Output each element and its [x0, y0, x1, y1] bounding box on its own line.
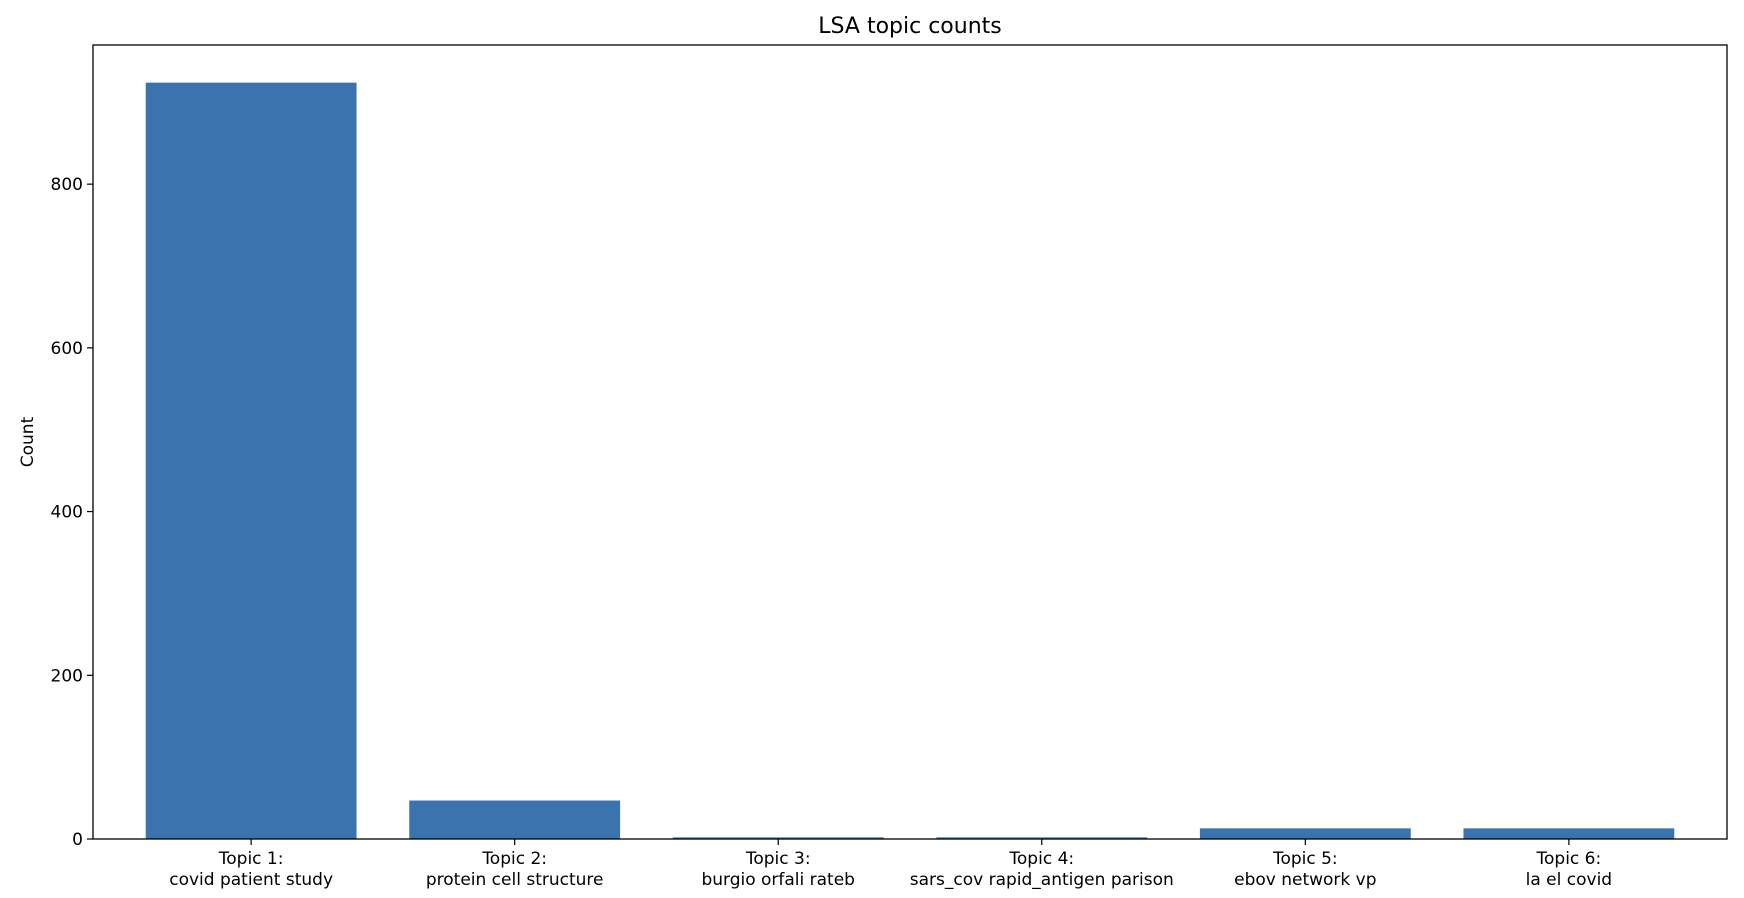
- bar-topic-5: [1199, 828, 1411, 839]
- x-tick-label-topic-3: Topic 3: burgio orfali rateb: [701, 849, 855, 890]
- x-tick-label-number: Topic 6:: [1536, 849, 1602, 869]
- x-tick-label-number: Topic 3:: [745, 849, 811, 869]
- y-tick-label: 0: [72, 830, 83, 850]
- x-tick-label-keywords: la el covid: [1526, 870, 1612, 890]
- x-tick-label-keywords: sars_cov rapid_antigen parison: [910, 870, 1174, 890]
- chart-title: LSA topic counts: [818, 14, 1001, 39]
- x-tick-label-keywords: burgio orfali rateb: [701, 870, 855, 890]
- x-axis-ticks: Topic 1: covid patient study Topic 2: prote…: [169, 839, 1612, 890]
- x-tick-label-keywords: protein cell structure: [426, 870, 604, 890]
- x-tick-label-number: Topic 4:: [1008, 849, 1074, 869]
- y-tick-label: 200: [51, 666, 83, 686]
- y-tick-label: 800: [51, 175, 83, 195]
- plot-frame: [92, 44, 1728, 840]
- bars-group: [145, 82, 1675, 839]
- bar-topic-1: [145, 82, 357, 839]
- x-tick-label-number: Topic 2:: [481, 849, 547, 869]
- x-tick-label-keywords: ebov network vp: [1234, 870, 1376, 890]
- bar-topic-4: [936, 837, 1148, 839]
- x-tick-label-number: Topic 1:: [218, 849, 284, 869]
- bar-topic-3: [672, 837, 884, 839]
- x-tick-label-topic-1: Topic 1: covid patient study: [169, 849, 333, 890]
- y-axis-label: Count: [18, 416, 38, 467]
- y-tick-label: 400: [51, 503, 83, 523]
- bar-topic-6: [1463, 828, 1675, 839]
- bar-topic-2: [409, 800, 621, 839]
- x-tick-label-number: Topic 5:: [1272, 849, 1338, 869]
- y-axis-ticks: 0 200 400 600 800: [51, 175, 93, 850]
- x-tick-label-topic-5: Topic 5: ebov network vp: [1234, 849, 1376, 890]
- x-tick-label-topic-6: Topic 6: la el covid: [1526, 849, 1612, 890]
- x-tick-label-keywords: covid patient study: [169, 870, 333, 890]
- y-tick-label: 600: [51, 339, 83, 359]
- x-tick-label-topic-2: Topic 2: protein cell structure: [426, 849, 604, 890]
- x-tick-label-topic-4: Topic 4: sars_cov rapid_antigen parison: [910, 849, 1174, 890]
